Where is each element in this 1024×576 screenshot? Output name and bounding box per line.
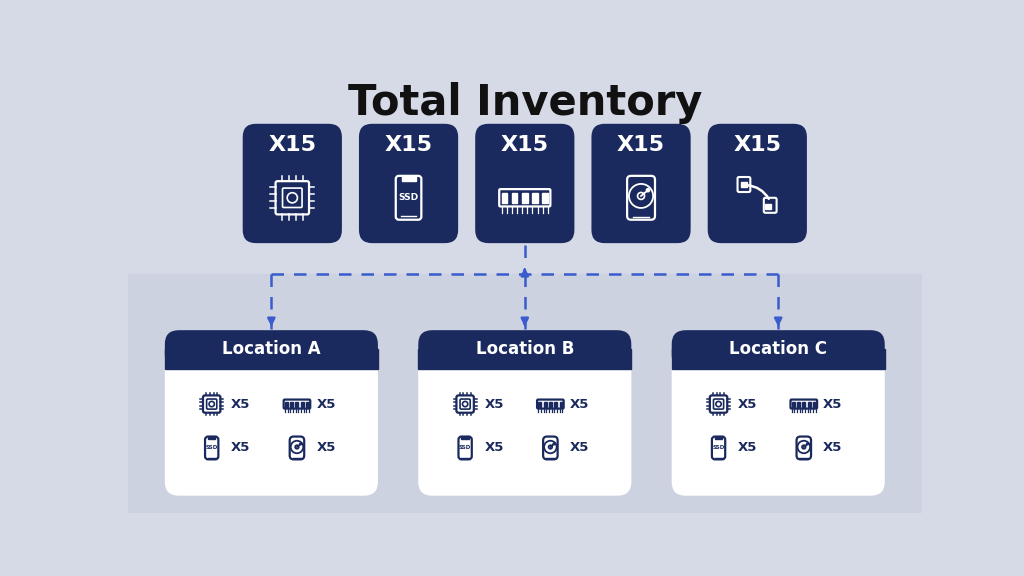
Bar bbox=[401, 176, 416, 181]
Bar bbox=[285, 402, 288, 407]
Circle shape bbox=[646, 188, 649, 192]
Bar bbox=[128, 274, 922, 513]
FancyBboxPatch shape bbox=[475, 124, 574, 243]
Text: SSD: SSD bbox=[206, 445, 218, 450]
Bar bbox=[522, 194, 527, 203]
Text: X15: X15 bbox=[501, 135, 549, 154]
Circle shape bbox=[553, 443, 555, 445]
Text: X5: X5 bbox=[738, 441, 758, 454]
Circle shape bbox=[807, 443, 808, 445]
Bar bbox=[296, 402, 298, 407]
Text: SSD: SSD bbox=[398, 193, 419, 202]
Bar bbox=[301, 402, 304, 407]
Bar bbox=[543, 194, 548, 203]
Bar bbox=[532, 194, 538, 203]
Bar bbox=[544, 402, 547, 407]
Bar bbox=[672, 350, 885, 369]
FancyBboxPatch shape bbox=[165, 330, 378, 496]
Text: Location A: Location A bbox=[222, 340, 321, 358]
Bar bbox=[808, 402, 811, 407]
Circle shape bbox=[300, 443, 301, 445]
Text: X5: X5 bbox=[823, 441, 843, 454]
Bar bbox=[559, 402, 562, 407]
Text: X5: X5 bbox=[569, 397, 589, 411]
Bar bbox=[165, 350, 378, 369]
FancyBboxPatch shape bbox=[418, 330, 632, 369]
Bar bbox=[554, 402, 557, 407]
Bar bbox=[803, 402, 805, 407]
FancyBboxPatch shape bbox=[672, 330, 885, 369]
Text: SSD: SSD bbox=[713, 445, 725, 450]
FancyBboxPatch shape bbox=[708, 124, 807, 243]
FancyBboxPatch shape bbox=[165, 330, 378, 369]
Bar bbox=[792, 402, 795, 407]
Text: X5: X5 bbox=[484, 397, 504, 411]
FancyBboxPatch shape bbox=[672, 330, 885, 496]
Text: Total Inventory: Total Inventory bbox=[347, 82, 702, 124]
Bar bbox=[765, 204, 770, 209]
Bar bbox=[740, 181, 748, 187]
Text: X15: X15 bbox=[733, 135, 781, 154]
FancyBboxPatch shape bbox=[418, 330, 632, 496]
Text: X5: X5 bbox=[738, 397, 758, 411]
Bar bbox=[290, 402, 293, 407]
Text: X5: X5 bbox=[231, 397, 251, 411]
Bar bbox=[306, 402, 309, 407]
Text: X5: X5 bbox=[316, 397, 336, 411]
Text: X15: X15 bbox=[268, 135, 316, 154]
FancyBboxPatch shape bbox=[359, 124, 458, 243]
Text: X5: X5 bbox=[316, 441, 336, 454]
Text: X5: X5 bbox=[823, 397, 843, 411]
Bar bbox=[512, 194, 517, 203]
FancyBboxPatch shape bbox=[592, 124, 690, 243]
Text: Location B: Location B bbox=[475, 340, 574, 358]
Text: X15: X15 bbox=[617, 135, 665, 154]
Text: X5: X5 bbox=[569, 441, 589, 454]
Text: X5: X5 bbox=[484, 441, 504, 454]
Text: X5: X5 bbox=[231, 441, 251, 454]
Text: Location C: Location C bbox=[729, 340, 827, 358]
Bar bbox=[208, 437, 215, 439]
Bar bbox=[462, 437, 469, 439]
Text: X15: X15 bbox=[385, 135, 432, 154]
Bar bbox=[502, 194, 507, 203]
Bar bbox=[797, 402, 800, 407]
Bar bbox=[715, 437, 722, 439]
Text: SSD: SSD bbox=[459, 445, 471, 450]
Bar bbox=[813, 402, 816, 407]
Bar bbox=[539, 402, 542, 407]
FancyBboxPatch shape bbox=[243, 124, 342, 243]
Bar bbox=[549, 402, 552, 407]
Bar bbox=[418, 350, 632, 369]
